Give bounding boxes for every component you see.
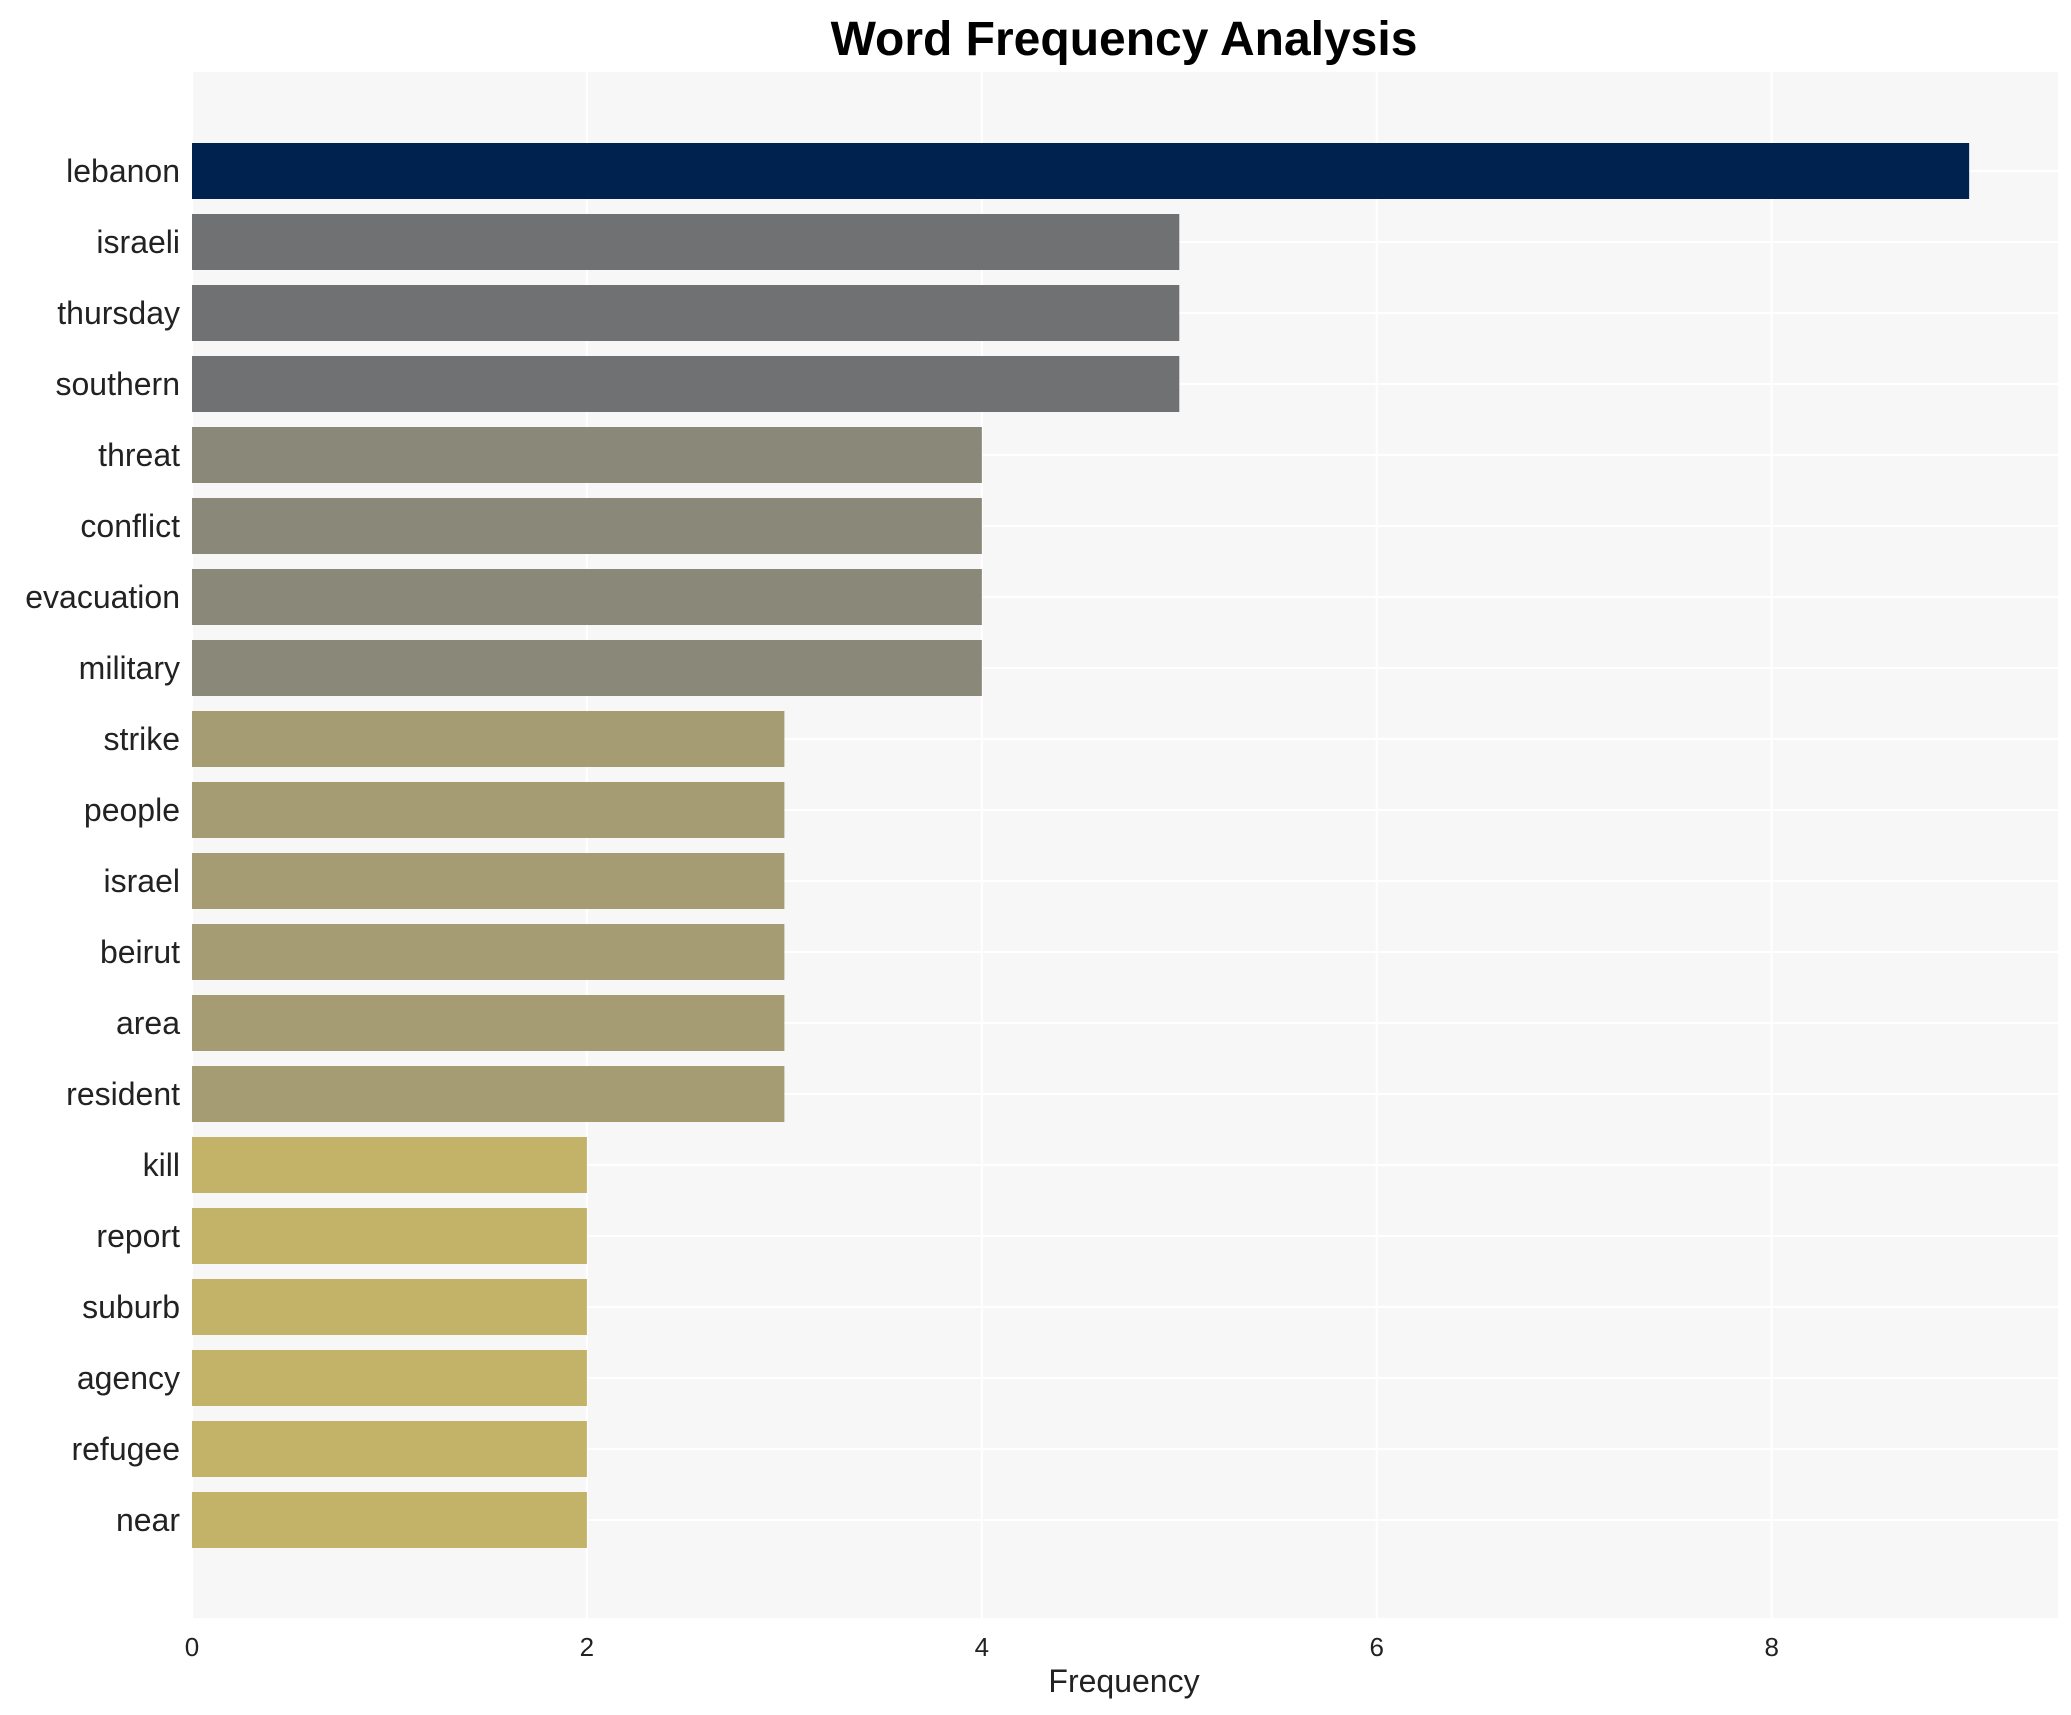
category-label-israeli: israeli: [96, 224, 180, 260]
x-tick-label: 0: [185, 1632, 199, 1662]
bar-thursday: [192, 285, 1180, 341]
category-label-conflict: conflict: [80, 508, 180, 544]
category-label-kill: kill: [143, 1147, 180, 1183]
category-label-area: area: [116, 1005, 180, 1041]
bar-southern: [192, 356, 1180, 412]
category-label-refugee: refugee: [71, 1431, 180, 1467]
bars: [192, 143, 1970, 1548]
bar-strike: [192, 711, 785, 767]
category-label-israel: israel: [104, 863, 180, 899]
category-label-military: military: [79, 650, 180, 686]
bar-israel: [192, 853, 785, 909]
category-label-suburb: suburb: [82, 1289, 180, 1325]
category-labels: lebanon israeli thursday southern threat conf…: [25, 153, 180, 1538]
x-tick-label: 6: [1370, 1632, 1384, 1662]
category-label-near: near: [116, 1502, 180, 1538]
bar-kill: [192, 1137, 587, 1193]
category-label-thursday: thursday: [57, 295, 180, 331]
bar-threat: [192, 427, 982, 483]
category-label-threat: threat: [98, 437, 180, 473]
category-label-people: people: [84, 792, 180, 828]
bar-suburb: [192, 1279, 587, 1335]
bar-conflict: [192, 498, 982, 554]
category-label-lebanon: lebanon: [66, 153, 180, 189]
bar-israeli: [192, 214, 1180, 270]
x-axis-label: Frequency: [1048, 1663, 1199, 1699]
category-label-report: report: [96, 1218, 180, 1254]
bar-beirut: [192, 924, 785, 980]
bar-people: [192, 782, 785, 838]
bar-resident: [192, 1066, 785, 1122]
bar-agency: [192, 1350, 587, 1406]
bar-area: [192, 995, 785, 1051]
bar-lebanon: [192, 143, 1970, 199]
category-label-agency: agency: [77, 1360, 180, 1396]
bar-report: [192, 1208, 587, 1264]
bar-near: [192, 1492, 587, 1548]
x-tick-label: 2: [580, 1632, 594, 1662]
x-tick-label: 8: [1764, 1632, 1778, 1662]
category-label-strike: strike: [104, 721, 180, 757]
x-tick-label: 4: [975, 1632, 989, 1662]
bar-evacuation: [192, 569, 982, 625]
category-label-southern: southern: [55, 366, 180, 402]
chart-title: Word Frequency Analysis: [831, 13, 1418, 66]
category-label-evacuation: evacuation: [25, 579, 180, 615]
x-tick-labels: 0 2 4 6 8: [185, 1632, 1779, 1662]
bar-military: [192, 640, 982, 696]
category-label-beirut: beirut: [100, 934, 180, 970]
bar-refugee: [192, 1421, 587, 1477]
category-label-resident: resident: [66, 1076, 180, 1112]
